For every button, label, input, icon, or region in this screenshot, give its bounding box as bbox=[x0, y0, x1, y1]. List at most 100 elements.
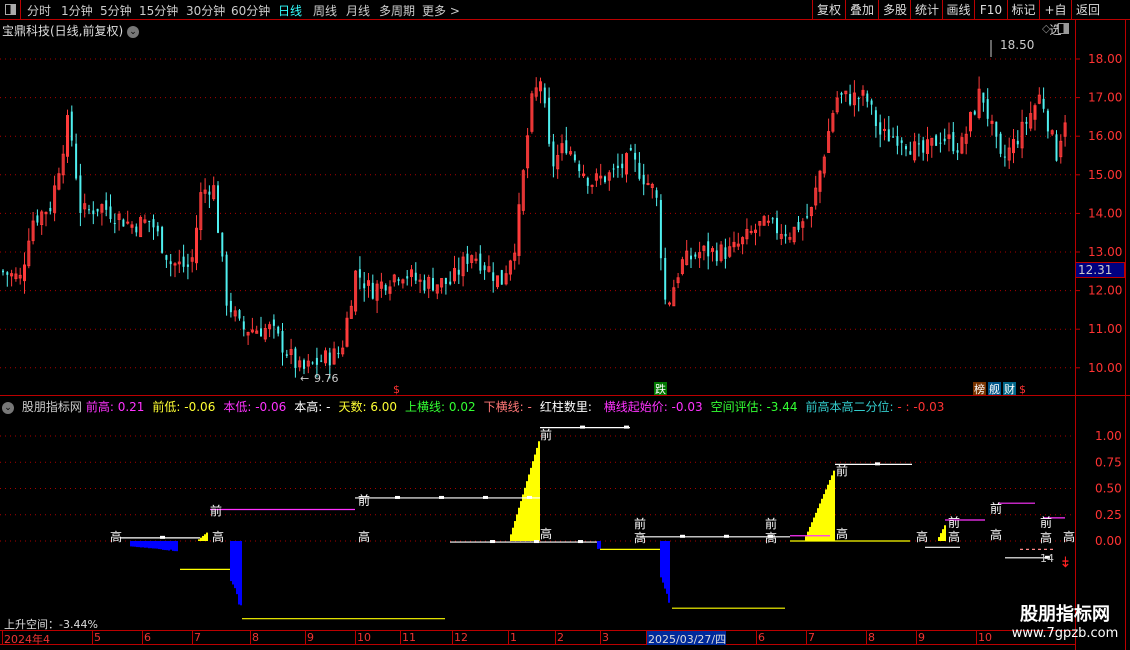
indicator-name[interactable]: 股朋指标网 bbox=[21, 400, 82, 414]
toolbar-button-6[interactable]: 标记 bbox=[1007, 0, 1039, 20]
period-tab-4[interactable]: 30分钟 bbox=[186, 4, 226, 18]
period-tab-2[interactable]: 5分钟 bbox=[100, 4, 132, 18]
period-tab-3[interactable]: 15分钟 bbox=[139, 4, 179, 18]
candle-body bbox=[1007, 147, 1011, 161]
candle-body bbox=[548, 97, 551, 144]
candle-body bbox=[57, 173, 61, 190]
candle-body bbox=[44, 211, 48, 215]
candle-body bbox=[926, 139, 929, 155]
indicator-bar bbox=[236, 541, 238, 595]
field-value: 6.00 bbox=[370, 400, 398, 414]
candle-body bbox=[1003, 156, 1006, 158]
diamond-icon[interactable]: ◇ bbox=[1042, 22, 1051, 35]
candle-body bbox=[504, 273, 508, 285]
toolbar-button-4[interactable]: 画线 bbox=[942, 0, 974, 20]
indicator-bar bbox=[156, 541, 158, 549]
candle-body bbox=[715, 250, 718, 262]
period-tab-8[interactable]: 月线 bbox=[346, 4, 371, 18]
field-label: 上横线: bbox=[405, 400, 449, 414]
candle-body bbox=[208, 191, 211, 195]
candle-body bbox=[849, 94, 852, 105]
candle-body bbox=[964, 133, 968, 144]
candle-body bbox=[487, 266, 491, 272]
period-tab-0[interactable]: 分时 bbox=[27, 4, 52, 18]
layout-toggle-icon[interactable] bbox=[1058, 23, 1069, 34]
price-tick-label: 14.00 bbox=[1088, 206, 1122, 220]
candle-body bbox=[655, 190, 658, 198]
candle-body bbox=[741, 237, 745, 245]
candle-body bbox=[594, 173, 598, 181]
toolbar-button-5[interactable]: F10 bbox=[974, 0, 1007, 20]
candle-body bbox=[840, 92, 843, 95]
indicator-bar bbox=[130, 541, 132, 547]
period-tab-5[interactable]: 60分钟 bbox=[231, 4, 271, 18]
toolbar-button-1[interactable]: 叠加 bbox=[845, 0, 878, 20]
indicator-bar bbox=[202, 535, 204, 541]
indicator-bar bbox=[158, 541, 160, 550]
toolbar-button-0[interactable]: 复权 bbox=[812, 0, 845, 20]
toolbar-button-3[interactable]: 统计 bbox=[910, 0, 943, 20]
indicator-bar bbox=[530, 467, 532, 541]
candle-body bbox=[599, 175, 603, 179]
date-label: 8 bbox=[250, 631, 259, 645]
field-value: 0.21 bbox=[117, 400, 145, 414]
candle-body bbox=[130, 224, 134, 228]
candle-body bbox=[388, 286, 392, 294]
candle-body bbox=[939, 142, 942, 144]
date-label: 6 bbox=[756, 631, 765, 645]
field-value: -3.44 bbox=[766, 400, 798, 414]
dropdown-chevron-icon[interactable]: ⌄ bbox=[127, 25, 140, 38]
period-tab-7[interactable]: 周线 bbox=[313, 4, 338, 18]
candle-body bbox=[900, 140, 903, 143]
candle-body bbox=[565, 140, 568, 154]
level-marker bbox=[395, 495, 400, 499]
indicator-field: 本高: - bbox=[294, 400, 334, 414]
candle-body bbox=[629, 147, 632, 151]
candle-body bbox=[277, 326, 280, 334]
indicator-bar bbox=[821, 498, 823, 541]
pane-separator[interactable] bbox=[0, 395, 1130, 396]
level-marker bbox=[483, 495, 488, 499]
toolbar-button-2[interactable]: 多股 bbox=[878, 0, 911, 20]
candle-body bbox=[474, 258, 478, 261]
candle-body bbox=[268, 324, 272, 330]
period-tab-6[interactable]: 日线 bbox=[278, 4, 303, 18]
panel-toggle-icon[interactable] bbox=[0, 0, 21, 20]
candle-body bbox=[49, 207, 52, 212]
candle-body bbox=[1029, 113, 1033, 129]
indicator-bar bbox=[154, 541, 156, 549]
marker-badge bbox=[988, 382, 1001, 395]
candle-body bbox=[466, 253, 469, 264]
indicator-bar bbox=[230, 541, 232, 582]
indicator-bar bbox=[234, 541, 236, 589]
date-label: 7 bbox=[192, 631, 201, 645]
candle-body bbox=[1050, 130, 1054, 135]
candle-body bbox=[156, 225, 159, 232]
indicator-bar bbox=[524, 487, 526, 541]
candle-body bbox=[922, 140, 925, 153]
candle-body bbox=[990, 120, 994, 124]
period-tab-1[interactable]: 1分钟 bbox=[61, 4, 93, 18]
candle-body bbox=[242, 321, 245, 330]
candle-body bbox=[771, 218, 774, 220]
candle-body bbox=[238, 310, 241, 319]
candle-body bbox=[2, 270, 4, 273]
candle-body bbox=[809, 206, 813, 217]
indicator-bar bbox=[240, 541, 242, 606]
candle-body bbox=[905, 146, 907, 150]
period-tab-10[interactable]: 更多 > bbox=[422, 4, 460, 18]
candle-body bbox=[582, 173, 585, 177]
indicator-tick-label: 0.00 bbox=[1095, 534, 1122, 548]
candle-body bbox=[543, 87, 546, 104]
toolbar-button-8[interactable]: 返回 bbox=[1071, 0, 1104, 20]
candle-body bbox=[852, 92, 856, 106]
candle-body bbox=[27, 240, 31, 267]
indicator-field: 红柱数里: bbox=[540, 400, 600, 414]
candle-body bbox=[664, 257, 667, 300]
indicator-menu-icon[interactable]: ⌄ bbox=[2, 401, 14, 414]
candle-body bbox=[169, 261, 172, 265]
field-value: - bbox=[527, 400, 532, 414]
period-tab-9[interactable]: 多周期 bbox=[379, 4, 416, 18]
level-marker bbox=[875, 462, 880, 466]
